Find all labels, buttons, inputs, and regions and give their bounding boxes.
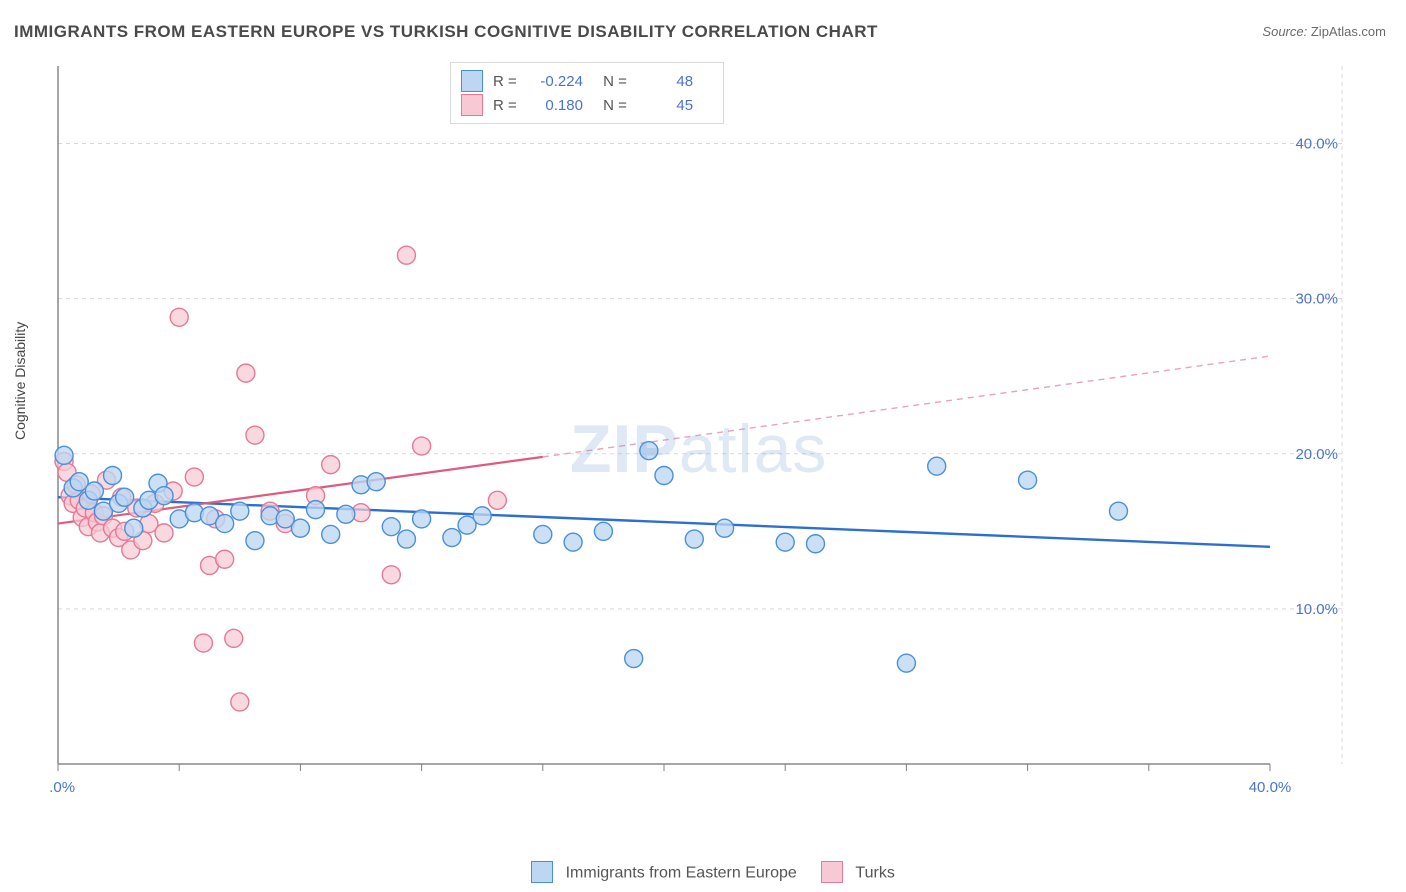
series-legend: Immigrants from Eastern Europe Turks (0, 861, 1406, 886)
n-value-blue: 48 (635, 73, 693, 90)
r-value-pink: 0.180 (525, 97, 583, 114)
source-name: ZipAtlas.com (1311, 24, 1386, 39)
stats-legend: R = -0.224 N = 48 R = 0.180 N = 45 (450, 62, 724, 124)
r-label: R = (493, 73, 517, 90)
legend-swatch-pink (461, 94, 483, 116)
chart-title: IMMIGRANTS FROM EASTERN EUROPE VS TURKIS… (14, 22, 878, 42)
legend-swatch-blue (461, 70, 483, 92)
svg-text:10.0%: 10.0% (1295, 601, 1338, 618)
svg-text:0.0%: 0.0% (50, 779, 75, 796)
plot-area: 0.0% 40.0% 10.0% 20.0% 30.0% 40.0% (50, 60, 1350, 800)
svg-text:40.0%: 40.0% (1249, 779, 1292, 796)
legend-label-blue: Immigrants from Eastern Europe (566, 865, 797, 882)
svg-text:40.0%: 40.0% (1295, 136, 1338, 153)
y-axis-label: Cognitive Disability (12, 322, 28, 440)
source-label: Source: (1262, 24, 1307, 39)
legend-swatch-blue (531, 861, 553, 883)
stats-legend-row: R = 0.180 N = 45 (461, 93, 709, 117)
n-label: N = (603, 73, 627, 90)
scatter-chart: 0.0% 40.0% 10.0% 20.0% 30.0% 40.0% (50, 60, 1350, 800)
n-label: N = (603, 97, 627, 114)
legend-swatch-pink (821, 861, 843, 883)
n-value-pink: 45 (635, 97, 693, 114)
r-label: R = (493, 97, 517, 114)
source-attribution: Source: ZipAtlas.com (1262, 24, 1386, 39)
chart-container: IMMIGRANTS FROM EASTERN EUROPE VS TURKIS… (0, 0, 1406, 892)
svg-text:20.0%: 20.0% (1295, 446, 1338, 463)
legend-label-pink: Turks (855, 865, 894, 882)
stats-legend-row: R = -0.224 N = 48 (461, 69, 709, 93)
r-value-blue: -0.224 (525, 73, 583, 90)
svg-text:30.0%: 30.0% (1295, 291, 1338, 308)
